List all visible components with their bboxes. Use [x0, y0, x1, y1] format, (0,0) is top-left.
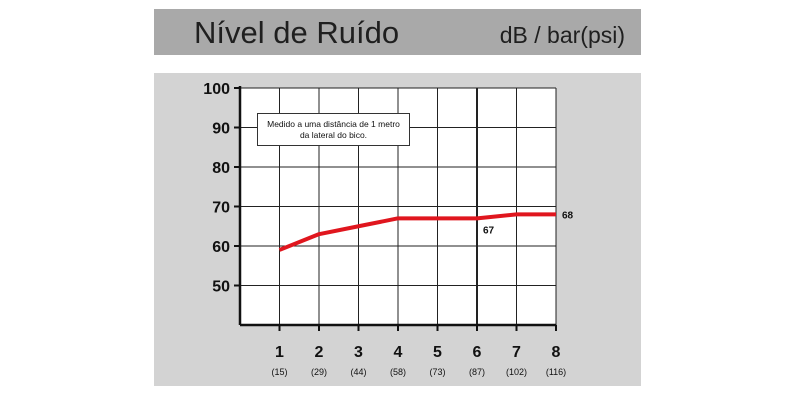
- data-label: 67: [483, 225, 495, 236]
- measurement-note-line-1: Medido a uma distância de 1 metro: [267, 119, 400, 129]
- measurement-note: Medido a uma distância de 1 metro da lat…: [257, 113, 410, 146]
- y-tick-label: 60: [212, 239, 230, 256]
- y-tick-label: 90: [212, 121, 230, 138]
- x-tick-label: 1: [275, 344, 284, 361]
- y-tick-label: 70: [212, 200, 230, 217]
- x-tick-label-psi: (116): [546, 367, 566, 377]
- x-tick-label-psi: (29): [311, 367, 327, 377]
- y-tick-label: 50: [212, 279, 230, 296]
- x-tick-label-psi: (58): [390, 367, 406, 377]
- chart-header: Nível de Ruído dB / bar(psi): [154, 9, 641, 55]
- series-line: [278, 212, 556, 252]
- x-tick-label: 2: [315, 344, 324, 361]
- x-tick-label-psi: (87): [469, 367, 485, 377]
- y-tick-label: 80: [212, 160, 230, 177]
- chart-unit-label: dB / bar(psi): [499, 22, 625, 48]
- x-tick-label-psi: (73): [429, 367, 445, 377]
- chart-title: Nível de Ruído: [194, 15, 400, 50]
- x-tick-label: 6: [473, 344, 482, 361]
- x-tick-label: 7: [512, 344, 521, 361]
- x-tick-label-psi: (102): [506, 367, 527, 377]
- y-tick-label: 100: [203, 81, 230, 98]
- x-tick-label: 3: [354, 344, 363, 361]
- x-tick-label: 4: [394, 344, 403, 361]
- measurement-note-line-2: da lateral do bico.: [299, 130, 368, 140]
- x-tick-label: 8: [552, 344, 561, 361]
- x-tick-label-psi: (44): [350, 367, 366, 377]
- x-tick-label-psi: (15): [271, 367, 287, 377]
- x-tick-label: 5: [433, 344, 442, 361]
- data-label: 68: [562, 210, 574, 221]
